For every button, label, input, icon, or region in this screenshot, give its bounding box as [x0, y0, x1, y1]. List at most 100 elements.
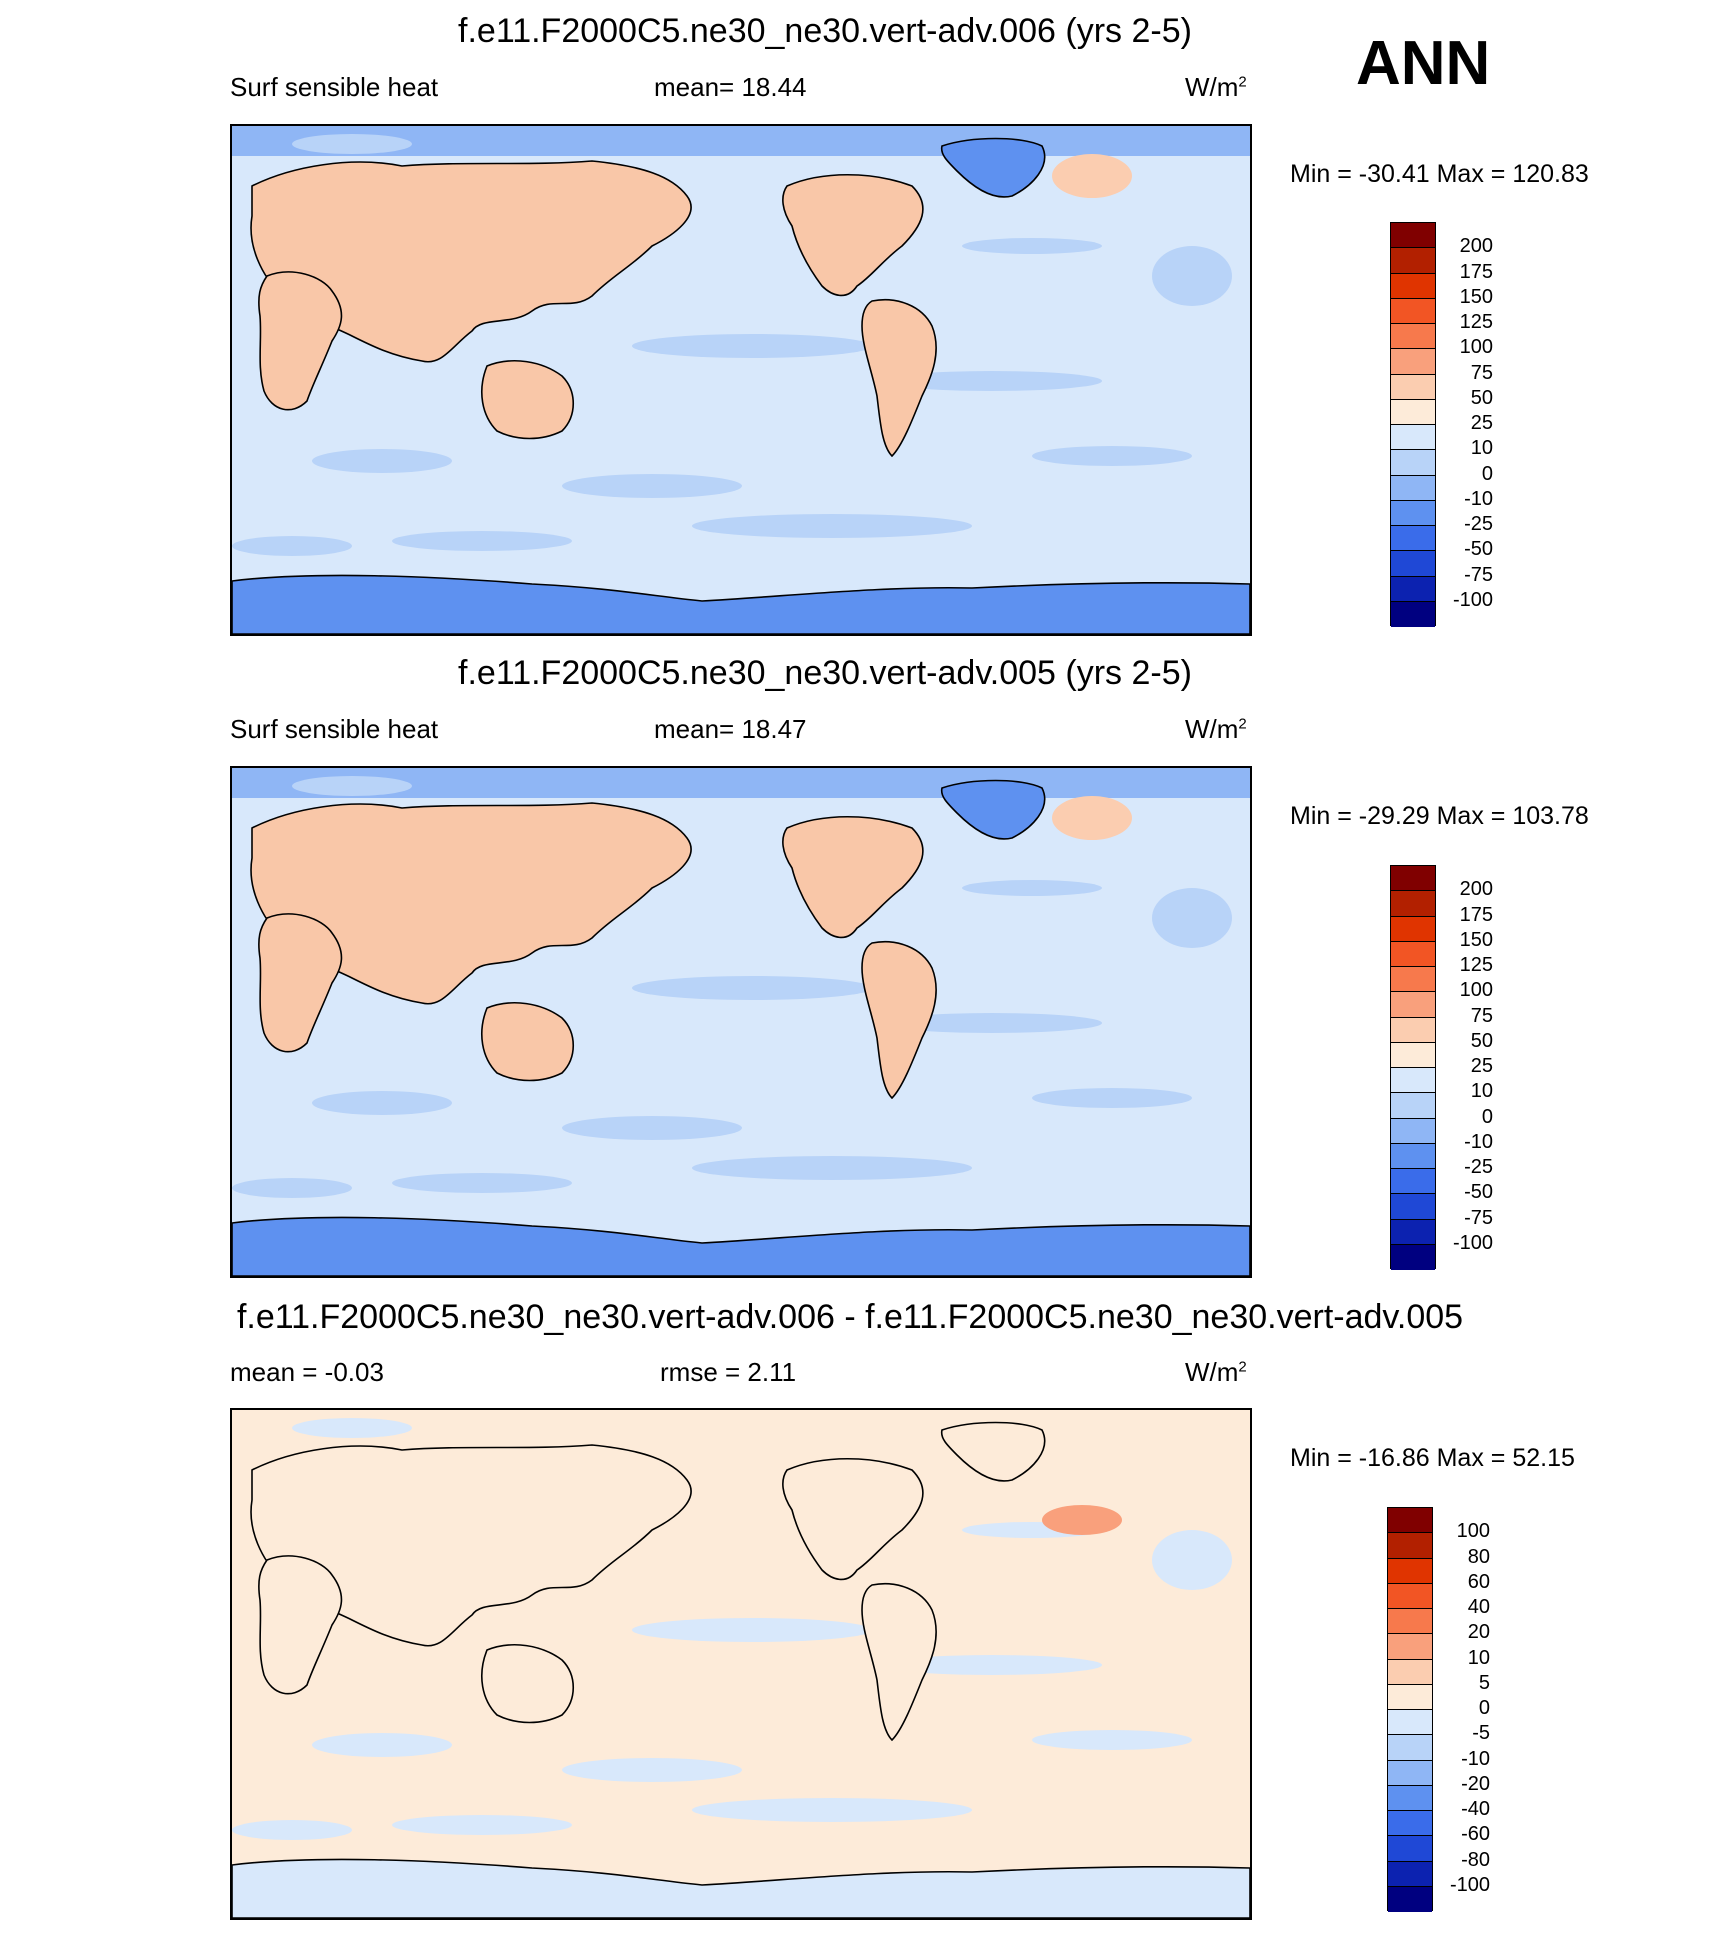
panel-1-map [230, 124, 1252, 636]
colorbar-tick-label: 10 [1467, 1646, 1490, 1669]
panel-2-colorbar [1390, 865, 1436, 1270]
panel-3-mean-label: mean = -0.03 [230, 1357, 384, 1387]
panel-1-mean-label: mean= 18.44 [654, 72, 807, 102]
colorbar-tick-label: -100 [1452, 1231, 1493, 1254]
colorbar-tick-label: 50 [1470, 1029, 1493, 1052]
colorbar-tick-label: -60 [1461, 1823, 1490, 1846]
colorbar-tick-label: -80 [1461, 1848, 1490, 1871]
colorbar-swatch [1391, 916, 1435, 942]
colorbar-swatch [1388, 1508, 1432, 1534]
panel-2-units: W/m2 [1185, 714, 1247, 744]
colorbar-tick-label: -10 [1464, 1130, 1493, 1153]
colorbar-tick-label: 60 [1467, 1570, 1490, 1593]
colorbar-swatch [1388, 1558, 1432, 1584]
colorbar-swatch [1388, 1684, 1432, 1710]
colorbar-swatch [1388, 1886, 1432, 1912]
colorbar-swatch [1391, 223, 1435, 249]
panel-3-title: f.e11.F2000C5.ne30_ne30.vert-adv.006 - f… [236, 1298, 1464, 1336]
panel-1-variable-label: Surf sensible heat [230, 72, 439, 102]
panel-3-map [230, 1408, 1252, 1920]
colorbar-tick-label: 40 [1467, 1596, 1490, 1618]
panel-1-colorbar [1390, 222, 1436, 627]
colorbar-swatch [1391, 500, 1435, 526]
colorbar-tick-label: -25 [1464, 1156, 1493, 1178]
colorbar-swatch [1388, 1811, 1432, 1837]
colorbar-swatch [1391, 349, 1435, 375]
panel-3-colorbar [1387, 1507, 1433, 1912]
colorbar-tick-label: 75 [1470, 1004, 1493, 1027]
colorbar-tick-label: 80 [1467, 1545, 1490, 1568]
colorbar-tick-label: 0 [1481, 1105, 1493, 1128]
colorbar-swatch [1391, 1068, 1435, 1094]
colorbar-swatch [1388, 1583, 1432, 1609]
colorbar-tick-label: 25 [1470, 1055, 1493, 1077]
colorbar-tick-label: -75 [1464, 563, 1493, 586]
colorbar-tick-label: -20 [1461, 1772, 1490, 1795]
colorbar-swatch [1391, 1042, 1435, 1068]
colorbar-swatch [1391, 273, 1435, 299]
panel-2-variable-label: Surf sensible heat [230, 714, 439, 744]
colorbar-swatch [1388, 1533, 1432, 1559]
colorbar-tick-label: -10 [1461, 1747, 1490, 1770]
panel-3-rmse-label: rmse = 2.11 [660, 1357, 797, 1387]
colorbar-tick-label: 125 [1459, 954, 1493, 976]
colorbar-tick-label: 175 [1459, 903, 1493, 926]
colorbar-swatch [1391, 601, 1435, 627]
colorbar-tick-label: 200 [1459, 878, 1493, 901]
colorbar-tick-label: -75 [1464, 1206, 1493, 1229]
colorbar-tick-label: 100 [1459, 336, 1493, 359]
colorbar-tick-label: -50 [1464, 1181, 1493, 1204]
colorbar-tick-label: 200 [1459, 235, 1493, 258]
colorbar-swatch [1391, 1169, 1435, 1195]
panel-1-title: f.e11.F2000C5.ne30_ne30.vert-adv.006 (yr… [458, 12, 1192, 50]
colorbar-swatch [1388, 1634, 1432, 1660]
colorbar-swatch [1391, 1244, 1435, 1270]
panel-1-units: W/m2 [1185, 72, 1247, 102]
panel-3-map-canvas [232, 1410, 1250, 1918]
colorbar-tick-label: 5 [1478, 1671, 1490, 1694]
colorbar-swatch [1391, 1093, 1435, 1119]
colorbar-tick-label: -100 [1452, 588, 1493, 611]
colorbar-swatch [1391, 399, 1435, 425]
colorbar-swatch [1391, 1194, 1435, 1220]
colorbar-swatch [1391, 425, 1435, 451]
panel-2-map-canvas [232, 768, 1250, 1276]
panel-2-title: f.e11.F2000C5.ne30_ne30.vert-adv.005 (yr… [458, 654, 1192, 692]
colorbar-swatch [1391, 866, 1435, 892]
panel-3-units: W/m2 [1185, 1357, 1247, 1387]
colorbar-swatch [1391, 298, 1435, 324]
colorbar-tick-label: 0 [1478, 1697, 1490, 1719]
colorbar-tick-label: 50 [1470, 386, 1493, 409]
colorbar-swatch [1391, 475, 1435, 501]
colorbar-swatch [1391, 1143, 1435, 1169]
colorbar-tick-label: -25 [1464, 513, 1493, 535]
colorbar-tick-label: 75 [1470, 361, 1493, 384]
colorbar-tick-label: 150 [1459, 285, 1493, 308]
colorbar-tick-label: 10 [1470, 437, 1493, 460]
colorbar-swatch [1391, 324, 1435, 350]
colorbar-swatch [1388, 1836, 1432, 1862]
colorbar-swatch [1391, 941, 1435, 967]
colorbar-swatch [1391, 374, 1435, 400]
colorbar-swatch [1391, 967, 1435, 993]
colorbar-swatch [1391, 526, 1435, 552]
colorbar-tick-label: 125 [1459, 311, 1493, 333]
colorbar-tick-label: 100 [1459, 979, 1493, 1002]
colorbar-swatch [1391, 450, 1435, 476]
colorbar-swatch [1391, 248, 1435, 274]
colorbar-swatch [1391, 1219, 1435, 1245]
colorbar-swatch [1391, 992, 1435, 1018]
colorbar-swatch [1388, 1861, 1432, 1887]
colorbar-tick-label: 0 [1481, 462, 1493, 485]
colorbar-swatch [1388, 1710, 1432, 1736]
colorbar-tick-label: 100 [1456, 1520, 1490, 1543]
panel-2-minmax: Min = -29.29 Max = 103.78 [1290, 802, 1589, 830]
colorbar-swatch [1388, 1785, 1432, 1811]
colorbar-swatch [1388, 1735, 1432, 1761]
colorbar-tick-label: -10 [1464, 487, 1493, 510]
colorbar-swatch [1388, 1659, 1432, 1685]
colorbar-tick-label: -5 [1472, 1722, 1490, 1745]
colorbar-tick-label: 10 [1470, 1080, 1493, 1103]
colorbar-tick-label: 20 [1467, 1621, 1490, 1644]
colorbar-tick-label: -40 [1461, 1798, 1490, 1820]
